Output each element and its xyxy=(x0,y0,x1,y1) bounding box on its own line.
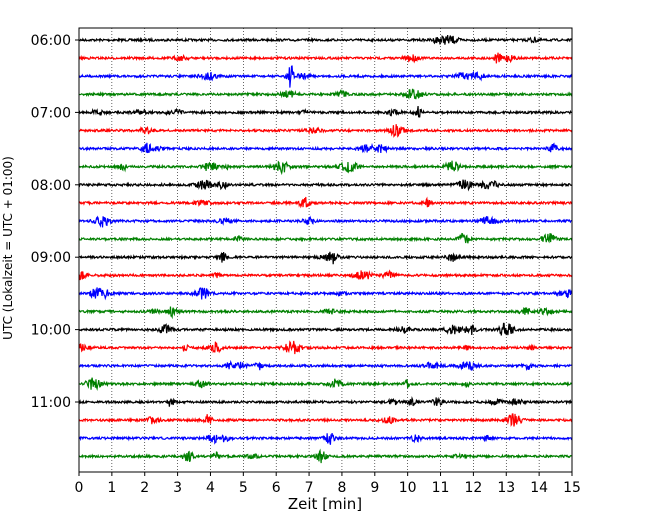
x-tick-label: 0 xyxy=(75,480,84,496)
seismogram-traces xyxy=(78,34,573,464)
x-tick-label: 12 xyxy=(464,480,482,496)
trace-0615 xyxy=(78,52,573,64)
trace-1130 xyxy=(78,433,573,445)
x-tick-label: 13 xyxy=(497,480,515,496)
trace-0700 xyxy=(78,105,573,118)
trace-0815 xyxy=(78,196,573,209)
y-tick-label: 09:00 xyxy=(31,250,71,266)
trace-1030 xyxy=(78,359,573,372)
trace-1045 xyxy=(78,377,573,391)
trace-0730 xyxy=(78,142,573,154)
y-tick-label: 11:00 xyxy=(31,395,71,411)
plot-background xyxy=(79,28,572,472)
trace-1145 xyxy=(78,448,573,464)
y-tick-label: 10:00 xyxy=(31,323,71,339)
trace-0630 xyxy=(78,65,573,88)
x-tick-label: 6 xyxy=(272,480,281,496)
x-axis-ticks: 0 1 2 3 4 5 6 7 8 9 10 11 12 13 14 15 xyxy=(75,472,581,496)
trace-0600 xyxy=(78,34,573,45)
trace-0830 xyxy=(78,215,573,228)
trace-1015 xyxy=(78,340,573,355)
x-axis-label: Zeit [min] xyxy=(288,495,362,513)
y-axis-label: UTC (Lokalzeit = UTC + 01:00) xyxy=(1,156,15,340)
vertical-gridlines xyxy=(111,28,540,472)
trace-0930 xyxy=(78,287,573,301)
x-tick-label: 4 xyxy=(206,480,215,496)
y-tick-label: 07:00 xyxy=(31,105,71,121)
x-tick-label: 5 xyxy=(239,480,248,496)
x-tick-label: 10 xyxy=(399,480,417,496)
x-tick-label: 11 xyxy=(432,480,450,496)
x-tick-label: 8 xyxy=(337,480,346,496)
trace-0715 xyxy=(78,124,573,138)
trace-1115 xyxy=(78,413,573,428)
x-tick-label: 15 xyxy=(563,480,581,496)
y-tick-label: 08:00 xyxy=(31,178,71,194)
trace-0845 xyxy=(78,232,573,244)
x-tick-label: 7 xyxy=(305,480,314,496)
x-tick-label: 14 xyxy=(530,480,548,496)
x-tick-label: 2 xyxy=(140,480,149,496)
trace-1100 xyxy=(78,396,573,407)
trace-0915 xyxy=(78,269,573,281)
x-tick-label: 9 xyxy=(370,480,379,496)
plot-frame xyxy=(78,27,573,473)
trace-0900 xyxy=(78,251,573,265)
trace-0745 xyxy=(78,160,573,176)
trace-0645 xyxy=(78,88,573,100)
y-tick-label: 06:00 xyxy=(31,33,71,49)
trace-0800 xyxy=(78,179,573,192)
trace-1000 xyxy=(78,322,573,336)
trace-0945 xyxy=(78,306,573,320)
x-tick-label: 3 xyxy=(173,480,182,496)
y-axis-ticks: 06:00 07:00 08:00 09:00 10:00 11:00 xyxy=(31,33,79,411)
x-tick-label: 1 xyxy=(107,480,116,496)
